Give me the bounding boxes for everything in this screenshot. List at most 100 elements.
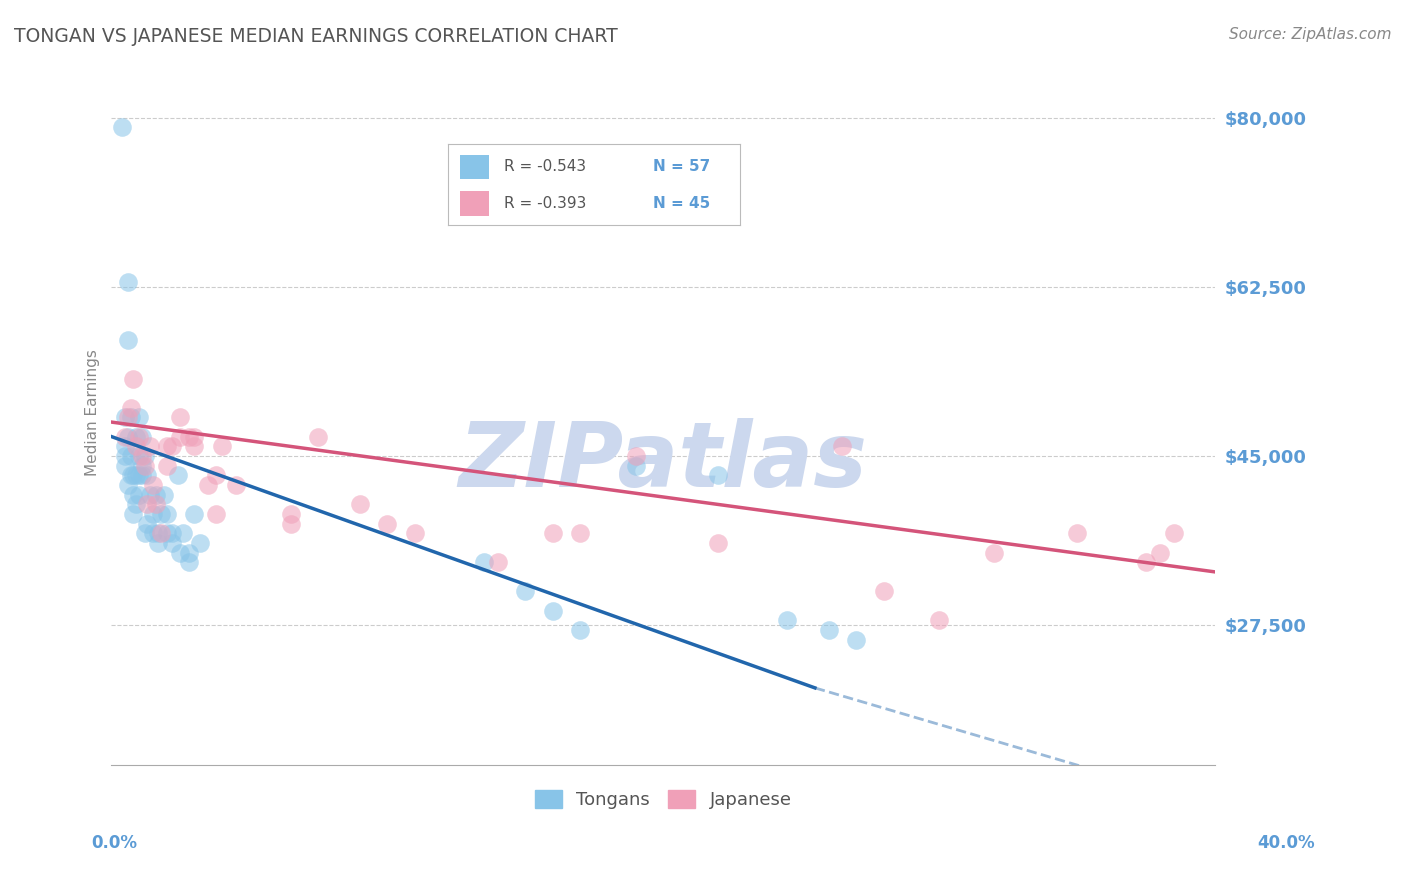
Point [120, 449, 142, 463]
Point [120, 401, 142, 415]
Point [307, 429, 329, 443]
Point [166, 468, 188, 483]
Point [983, 545, 1005, 559]
Point [122, 371, 145, 385]
Point [280, 516, 302, 531]
Point [150, 507, 173, 521]
Point [624, 458, 647, 473]
Y-axis label: Median Earnings: Median Earnings [86, 349, 100, 475]
Point [707, 536, 730, 550]
Point [569, 526, 592, 541]
Point [225, 478, 247, 492]
Point [160, 536, 183, 550]
Point [188, 536, 211, 550]
Legend: Tongans, Japanese: Tongans, Japanese [527, 782, 799, 816]
Point [169, 410, 191, 425]
Point [117, 478, 139, 492]
Point [136, 497, 159, 511]
Text: ZIPatlas: ZIPatlas [458, 417, 868, 506]
Point [117, 410, 139, 425]
Point [349, 497, 371, 511]
Point [122, 507, 145, 521]
Point [404, 526, 426, 541]
Point [776, 613, 799, 627]
Point [155, 439, 177, 453]
Point [873, 584, 896, 599]
Text: Source: ZipAtlas.com: Source: ZipAtlas.com [1229, 27, 1392, 42]
Point [117, 333, 139, 347]
Point [117, 275, 139, 289]
Point [153, 487, 176, 501]
Point [197, 478, 219, 492]
Point [114, 439, 136, 453]
Point [183, 439, 205, 453]
Point [142, 526, 165, 541]
Point [131, 449, 153, 463]
Point [114, 429, 136, 443]
Point [145, 487, 167, 501]
Point [148, 536, 170, 550]
Point [125, 468, 148, 483]
Text: TONGAN VS JAPANESE MEDIAN EARNINGS CORRELATION CHART: TONGAN VS JAPANESE MEDIAN EARNINGS CORRE… [14, 27, 617, 45]
Point [155, 526, 177, 541]
Point [125, 439, 148, 453]
Point [541, 526, 564, 541]
Point [177, 555, 200, 569]
Text: 40.0%: 40.0% [1257, 834, 1315, 852]
Point [172, 526, 194, 541]
Point [114, 458, 136, 473]
Point [117, 429, 139, 443]
Point [136, 468, 159, 483]
Point [122, 468, 145, 483]
Point [142, 507, 165, 521]
Point [205, 468, 228, 483]
Point [541, 603, 564, 617]
Point [128, 468, 150, 483]
Point [160, 526, 183, 541]
Point [155, 507, 177, 521]
Point [131, 458, 153, 473]
Point [845, 632, 868, 647]
Point [1135, 555, 1157, 569]
Point [131, 468, 153, 483]
Point [142, 478, 165, 492]
Point [134, 458, 156, 473]
Point [111, 120, 134, 135]
Point [114, 449, 136, 463]
Point [120, 468, 142, 483]
Point [134, 526, 156, 541]
Point [183, 507, 205, 521]
Point [128, 487, 150, 501]
Point [569, 623, 592, 637]
Point [128, 429, 150, 443]
Point [486, 555, 509, 569]
Point [114, 410, 136, 425]
Point [1066, 526, 1088, 541]
Point [131, 429, 153, 443]
Text: 0.0%: 0.0% [91, 834, 138, 852]
Point [169, 545, 191, 559]
Point [136, 516, 159, 531]
Point [831, 439, 853, 453]
Point [183, 429, 205, 443]
Point [139, 487, 162, 501]
Point [707, 468, 730, 483]
Point [150, 526, 173, 541]
Point [120, 410, 142, 425]
Point [817, 623, 839, 637]
Point [134, 449, 156, 463]
Point [1149, 545, 1171, 559]
Point [125, 429, 148, 443]
Point [160, 439, 183, 453]
Point [148, 526, 170, 541]
Point [145, 497, 167, 511]
Point [280, 507, 302, 521]
Point [211, 439, 233, 453]
Point [624, 449, 647, 463]
Point [169, 429, 191, 443]
Point [472, 555, 495, 569]
Point [177, 545, 200, 559]
Point [177, 429, 200, 443]
Point [155, 458, 177, 473]
Point [375, 516, 398, 531]
